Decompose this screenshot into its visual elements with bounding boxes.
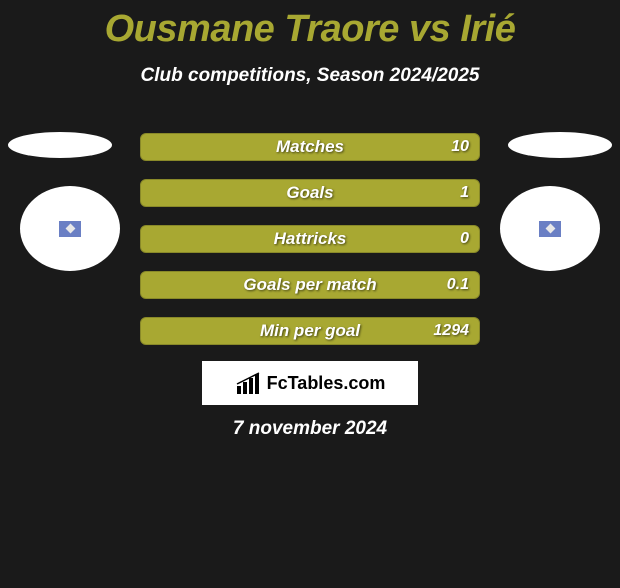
page-title: Ousmane Traore vs Irié: [0, 8, 620, 51]
stat-bar: Goals 1: [140, 179, 480, 207]
stat-label: Matches: [141, 137, 479, 157]
stat-bar: Goals per match 0.1: [140, 271, 480, 299]
flag-icon: [59, 221, 81, 237]
stat-label: Goals per match: [141, 275, 479, 295]
stats-bars: Matches 10 Goals 1 Hattricks 0 Goals per…: [140, 133, 480, 363]
stat-bar: Matches 10: [140, 133, 480, 161]
stat-label: Hattricks: [141, 229, 479, 249]
stat-value: 1294: [433, 322, 469, 340]
player-badge-right: [500, 186, 600, 271]
logo-text: FcTables.com: [267, 373, 386, 394]
chart-icon: [235, 372, 263, 394]
flag-icon: [539, 221, 561, 237]
site-logo[interactable]: FcTables.com: [202, 361, 418, 405]
stat-label: Goals: [141, 183, 479, 203]
stat-value: 10: [451, 138, 469, 156]
player-badge-left: [20, 186, 120, 271]
stat-value: 1: [460, 184, 469, 202]
page-subtitle: Club competitions, Season 2024/2025: [0, 65, 620, 87]
stat-label: Min per goal: [141, 321, 479, 341]
stat-bar: Hattricks 0: [140, 225, 480, 253]
stat-value: 0: [460, 230, 469, 248]
decorative-ellipse-right: [508, 132, 612, 158]
stat-value: 0.1: [447, 276, 469, 294]
date-text: 7 november 2024: [0, 418, 620, 440]
stat-bar: Min per goal 1294: [140, 317, 480, 345]
decorative-ellipse-left: [8, 132, 112, 158]
